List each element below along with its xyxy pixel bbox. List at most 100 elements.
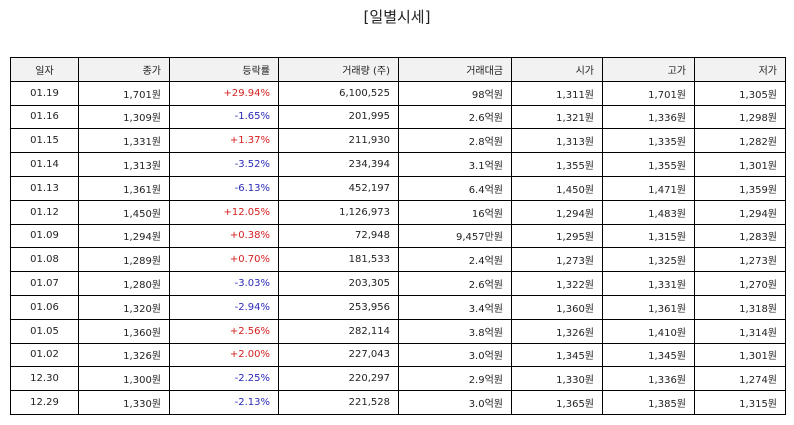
- table-cell: -3.03%: [169, 271, 279, 296]
- table-cell: 1,274원: [694, 366, 786, 392]
- table-cell: 1,301원: [694, 342, 786, 368]
- table-row: 01.16 1,309원 -1.65% 201,995 2.6억원 1,321원 1,336…: [10, 104, 786, 130]
- table-cell: 1,330원: [78, 390, 170, 415]
- table-cell: 6.4억원: [398, 175, 512, 201]
- table-cell: 01.15: [10, 128, 79, 154]
- table-cell: 1,314원: [694, 318, 786, 344]
- table-cell: 1,355원: [511, 152, 603, 177]
- table-cell: 253,956: [278, 294, 399, 320]
- table-cell: 452,197: [278, 175, 399, 201]
- table-cell: 01.07: [10, 271, 79, 296]
- table-cell: +0.38%: [169, 223, 279, 249]
- table-cell: 72,948: [278, 223, 399, 249]
- table-cell: 1,483원: [602, 199, 695, 225]
- table-cell: 1,270원: [694, 271, 786, 296]
- table-cell: 3.1억원: [398, 152, 512, 177]
- table-cell: 1,320원: [78, 294, 170, 320]
- table-cell: 1,273원: [511, 247, 603, 273]
- table-cell: 3.0억원: [398, 390, 512, 415]
- table-row: 01.09 1,294원 +0.38% 72,948 9,457만원 1,295원 1,31…: [10, 223, 786, 249]
- table-cell: 1,283원: [694, 223, 786, 249]
- table-row: 01.12 1,450원 +12.05% 1,126,973 16억원 1,294원 1,4…: [10, 199, 786, 225]
- table-cell: 12.29: [10, 390, 79, 415]
- table-cell: -3.52%: [169, 152, 279, 177]
- table-cell: 2.9억원: [398, 366, 512, 392]
- table-cell: 201,995: [278, 104, 399, 130]
- table-cell: 3.0억원: [398, 342, 512, 368]
- table-cell: 220,297: [278, 366, 399, 392]
- table-cell: +12.05%: [169, 199, 279, 225]
- table-cell: -6.13%: [169, 175, 279, 201]
- title: [일별시세]: [363, 8, 431, 26]
- table-cell: 1,360원: [78, 318, 170, 344]
- table-cell: 203,305: [278, 271, 399, 296]
- table-cell: 01.05: [10, 318, 79, 344]
- table-cell: -2.94%: [169, 294, 279, 320]
- table-cell: 2.6억원: [398, 104, 512, 130]
- table-row: 01.15 1,331원 +1.37% 211,930 2.8억원 1,313원 1,335…: [10, 128, 786, 154]
- table-cell: +0.70%: [169, 247, 279, 273]
- table-cell: -2.13%: [169, 390, 279, 415]
- table-cell: 1,313원: [511, 128, 603, 154]
- table-cell: 181,533: [278, 247, 399, 273]
- table-cell: 1,309원: [78, 104, 170, 130]
- column-header: 고가: [602, 57, 695, 82]
- table-cell: 1,345원: [511, 342, 603, 368]
- table-row: 01.13 1,361원 -6.13% 452,197 6.4억원 1,450원 1,471…: [10, 175, 786, 201]
- table-cell: 1,315원: [694, 390, 786, 415]
- table-row: 01.05 1,360원 +2.56% 282,114 3.8억원 1,326원 1,410…: [10, 318, 786, 344]
- table-cell: 1,273원: [694, 247, 786, 273]
- table-cell: 1,701원: [78, 80, 170, 106]
- table-cell: 1,450원: [511, 175, 603, 201]
- table-cell: 1,295원: [511, 223, 603, 249]
- table-cell: 1,331원: [78, 128, 170, 154]
- column-header: 저가: [694, 57, 786, 82]
- table-cell: 1,359원: [694, 175, 786, 201]
- table-row: 01.02 1,326원 +2.00% 227,043 3.0억원 1,345원 1,345…: [10, 342, 786, 368]
- table-cell: 1,313원: [78, 152, 170, 177]
- table-cell: 01.06: [10, 294, 79, 320]
- table-cell: -1.65%: [169, 104, 279, 130]
- table-cell: 1,294원: [694, 199, 786, 225]
- table-cell: 1,330원: [511, 366, 603, 392]
- table-cell: 01.13: [10, 175, 79, 201]
- header-row: 일자 종가 등락률 거래량 (주) 거래대금 시가 고가 저가: [10, 57, 786, 82]
- table-cell: 1,361원: [78, 175, 170, 201]
- table-cell: 1,325원: [602, 247, 695, 273]
- table-cell: 227,043: [278, 342, 399, 368]
- table-row: 12.30 1,300원 -2.25% 220,297 2.9억원 1,330원 1,336…: [10, 366, 786, 392]
- column-header: 일자: [10, 57, 79, 82]
- table-row: 01.14 1,313원 -3.52% 234,394 3.1억원 1,355원 1,355…: [10, 152, 786, 177]
- table-cell: 1,335원: [602, 128, 695, 154]
- table-row: 01.06 1,320원 -2.94% 253,956 3.4억원 1,360원 1,361…: [10, 294, 786, 320]
- table-cell: 01.12: [10, 199, 79, 225]
- column-header: 거래량 (주): [278, 57, 399, 82]
- table-cell: 1,318원: [694, 294, 786, 320]
- table-body: 01.19 1,701원 +29.94% 6,100,525 98억원 1,311원 1,7…: [10, 80, 786, 415]
- table-cell: 1,385원: [602, 390, 695, 415]
- table-cell: 01.19: [10, 80, 79, 106]
- table-cell: 1,361원: [602, 294, 695, 320]
- table-cell: 1,450원: [78, 199, 170, 225]
- table-cell: 1,410원: [602, 318, 695, 344]
- table-cell: 16억원: [398, 199, 512, 225]
- table-cell: 01.16: [10, 104, 79, 130]
- table-cell: 1,365원: [511, 390, 603, 415]
- table-cell: 6,100,525: [278, 80, 399, 106]
- table-cell: 01.02: [10, 342, 79, 368]
- table-cell: 2.8억원: [398, 128, 512, 154]
- table-cell: 221,528: [278, 390, 399, 415]
- table-cell: 1,300원: [78, 366, 170, 392]
- table-cell: 01.09: [10, 223, 79, 249]
- table-cell: +2.00%: [169, 342, 279, 368]
- table-row: 01.08 1,289원 +0.70% 181,533 2.4억원 1,273원 1,325…: [10, 247, 786, 273]
- table-cell: 3.8억원: [398, 318, 512, 344]
- table-cell: 1,298원: [694, 104, 786, 130]
- table-cell: 1,336원: [602, 104, 695, 130]
- table-cell: 1,360원: [511, 294, 603, 320]
- table-cell: 1,345원: [602, 342, 695, 368]
- table-cell: 1,311원: [511, 80, 603, 106]
- table-cell: 1,282원: [694, 128, 786, 154]
- column-header: 시가: [511, 57, 603, 82]
